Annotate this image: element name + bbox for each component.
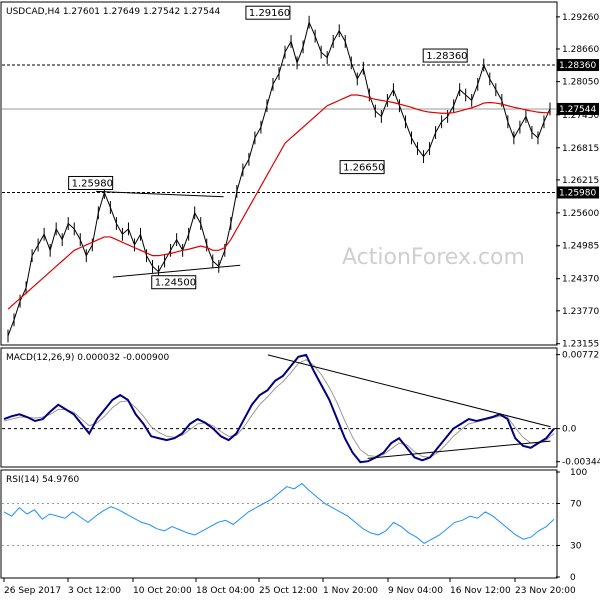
time-tick-label: 3 Oct 12:00	[68, 586, 121, 596]
price-annotation-box	[151, 275, 197, 290]
price-level-tag: 1.25980	[559, 188, 596, 198]
rsi-tick-label: 100	[570, 468, 587, 478]
rsi-line	[3, 482, 555, 545]
macd-panel-frame	[0, 347, 558, 468]
price-tick-label: 1.23770	[562, 307, 599, 317]
price-trendline-upper	[96, 190, 224, 198]
rsi-axis-ticks: 100 70 30 0	[2, 468, 587, 583]
watermark: ActionForex.com	[342, 245, 525, 270]
time-tick-label: 9 Nov 04:00	[388, 586, 443, 596]
macd-header: MACD(12,26,9) 0.000032 -0.000900	[6, 353, 169, 363]
price-annotation-label: 1.28360	[426, 51, 467, 62]
rsi-panel-frame	[0, 469, 558, 579]
macd-trendline	[367, 440, 551, 459]
price-tick-label: 1.24370	[562, 275, 599, 285]
price-level-tag-bg	[557, 59, 599, 72]
price-tick-label: 1.26815	[562, 144, 599, 154]
price-level-tag-bg	[557, 102, 599, 115]
price-level-tag: 1.27544	[559, 105, 596, 115]
price-annotation-box	[68, 175, 114, 190]
price-annotation-label: 1.24500	[155, 278, 196, 289]
price-annotation-box	[245, 5, 291, 20]
price-annotation-label: 1.29160	[249, 8, 290, 19]
macd-series	[3, 353, 555, 464]
time-tick-label: 1 Nov 20:00	[323, 586, 378, 596]
price-horizontal-lines: 1.28360 1.27544 1.25980	[2, 59, 599, 199]
price-tick-label: 1.23155	[562, 340, 599, 350]
macd-line	[3, 353, 555, 464]
macd-trendline	[267, 354, 551, 428]
macd-tick-label: 0.0	[562, 425, 577, 435]
rsi-header: RSI(14) 54.9760	[6, 475, 79, 485]
price-level-tag-bg	[557, 186, 599, 199]
price-annotations: 1.29160 1.28360 1.26650 1.25980 1.24500	[68, 5, 468, 290]
price-tick-label: 1.26215	[562, 176, 599, 186]
time-axis-labels: 26 Sep 2017 3 Oct 12:00 10 Oct 20:00 18 Oct…	[3, 578, 576, 596]
price-annotation-label: 1.25980	[72, 178, 113, 189]
rsi-tick-label: 30	[570, 542, 582, 552]
price-tick-label: 1.29260	[562, 13, 599, 23]
time-tick-label: 18 Oct 04:00	[196, 586, 255, 596]
price-line	[7, 20, 551, 337]
price-tick-label: 1.28050	[562, 78, 599, 88]
symbol-header: USDCAD,H4 1.27601 1.27649 1.27542 1.2754…	[6, 7, 221, 17]
price-axis-ticks: 1.29260 1.28660 1.28050 1.27430 1.26815 1.262…	[556, 13, 599, 350]
time-tick-label: 25 Oct 12:00	[259, 586, 318, 596]
macd-tick-label: 0.007728	[562, 351, 600, 361]
rsi-tick-label: 70	[570, 500, 582, 510]
price-annotation-label: 1.26650	[343, 163, 384, 174]
macd-axis-ticks: 0.007728 0.0 -0.003448	[2, 351, 600, 468]
time-tick-label: 10 Oct 20:00	[133, 586, 192, 596]
time-tick-label: 26 Sep 2017	[4, 586, 61, 596]
price-tick-label: 1.25600	[562, 209, 599, 219]
price-tick-label: 1.24985	[562, 242, 599, 252]
price-panel-frame	[0, 1, 558, 346]
price-tick-label: 1.28660	[562, 45, 599, 55]
rsi-tick-label: 0	[570, 573, 576, 583]
macd-tick-label: -0.003448	[562, 458, 600, 468]
price-series	[7, 15, 551, 343]
rsi-series	[3, 482, 555, 545]
price-annotation-box	[422, 48, 468, 63]
price-annotation-box	[339, 160, 385, 175]
price-level-tag: 1.28360	[559, 61, 596, 71]
time-tick-label: 16 Nov 12:00	[450, 586, 511, 596]
moving-average-line	[7, 94, 550, 310]
price-tick-label: 1.27430	[562, 111, 599, 121]
time-tick-label: 23 Nov 20:00	[515, 586, 576, 596]
